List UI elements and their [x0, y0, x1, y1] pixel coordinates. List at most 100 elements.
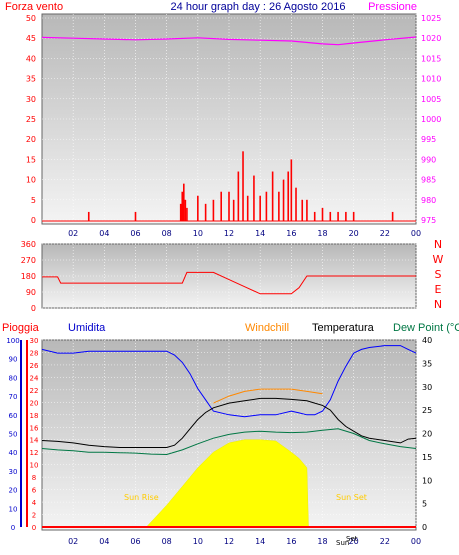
legend-temperature: Temperatura	[312, 322, 375, 334]
rain-tick-8: 8	[32, 474, 36, 482]
wind-tick-30: 30	[26, 95, 36, 104]
compass-N-4: N	[434, 298, 442, 311]
wind-tick-50: 50	[26, 14, 36, 23]
wind-tick-20: 20	[26, 135, 36, 144]
temp-tick-10: 10	[422, 476, 432, 485]
legend-rain: Pioggia	[2, 322, 40, 334]
pressure-tick-990: 990	[421, 155, 436, 164]
pressure-axis-title: Pressione	[368, 1, 417, 13]
wind-x-tick-00: 00	[411, 229, 421, 238]
rain-tick-28: 28	[30, 349, 39, 357]
pressure-tick-1000: 1000	[421, 115, 441, 124]
solar-series-area	[145, 439, 416, 528]
temperature-series-line	[41, 397, 417, 448]
dewpoint-series-line	[41, 428, 417, 456]
rain-tick-18: 18	[30, 412, 39, 420]
legend-humidity: Umidita	[68, 322, 106, 334]
wind-x-tick-20: 20	[349, 229, 359, 238]
rain-tick-26: 26	[30, 362, 39, 370]
bottom-x-tick-20: 20	[349, 537, 359, 546]
wind-tick-35: 35	[26, 75, 36, 84]
humidity-tick-90: 90	[9, 356, 18, 364]
wind-x-tick-labels: 02 04 06 08 10 12 14 16 18 20 22 00	[68, 229, 421, 238]
wind-tick-40: 40	[26, 54, 36, 63]
wind-tick-45: 45	[26, 34, 36, 43]
direction-series-line	[42, 271, 416, 295]
compass-S-2: S	[435, 268, 442, 281]
wind-tick-5: 5	[31, 196, 36, 205]
rain-tick-24: 24	[30, 374, 39, 382]
humidity-tick-20: 20	[9, 487, 18, 495]
direction-tick-180: 180	[21, 272, 36, 281]
wind-x-tick-08: 08	[162, 229, 172, 238]
pressure-tick-975: 975	[421, 216, 436, 225]
wind-x-tick-22: 22	[380, 229, 390, 238]
bottom-x-tick-00: 00	[411, 537, 421, 546]
chart-title: 24 hour graph day : 26 Agosto 2016	[171, 1, 346, 13]
temp-tick-0: 0	[422, 523, 427, 532]
humidity-tick-60: 60	[9, 412, 18, 420]
humidity-tick-80: 80	[9, 374, 18, 382]
rain-tick-0: 0	[32, 524, 36, 532]
wind-axis-title: Forza vento	[5, 1, 63, 13]
compass-W-1: W	[433, 253, 444, 266]
pressure-tick-1005: 1005	[421, 95, 441, 104]
bottom-x-tick-labels: 02 04 06 08 10 12 14 16 18 20 22 00	[68, 537, 421, 546]
rain-tick-12: 12	[30, 449, 39, 457]
temp-tick-40: 40	[422, 336, 432, 345]
rain-tick-30: 30	[30, 337, 39, 345]
bottom-sun-label: Sun	[336, 539, 349, 547]
legend-dewpoint: Dew Point (°C	[393, 322, 459, 334]
bottom-x-tick-14: 14	[255, 537, 265, 546]
pressure-tick-1010: 1010	[421, 75, 441, 84]
bottom-x-tick-18: 18	[317, 537, 327, 546]
pressure-tick-980: 980	[421, 196, 436, 205]
humidity-tick-70: 70	[9, 393, 18, 401]
wind-tick-0: 0	[31, 216, 36, 225]
rain-tick-6: 6	[32, 487, 37, 495]
temp-tick-25: 25	[422, 406, 432, 415]
wind-x-tick-12: 12	[224, 229, 234, 238]
pressure-series-line	[41, 36, 417, 46]
rain-tick-2: 2	[32, 512, 36, 520]
wind-x-tick-18: 18	[317, 229, 327, 238]
wind-x-tick-10: 10	[193, 229, 203, 238]
humidity-series-line	[41, 345, 417, 418]
bottom-x-tick-16: 16	[286, 537, 296, 546]
direction-tick-360: 360	[21, 240, 36, 249]
bottom-x-tick-12: 12	[224, 537, 234, 546]
temp-tick-15: 15	[422, 453, 432, 462]
rain-tick-20: 20	[30, 399, 39, 407]
humidity-tick-100: 100	[6, 337, 19, 345]
wind-x-tick-16: 16	[286, 229, 296, 238]
wind-x-tick-06: 06	[130, 229, 140, 238]
temp-tick-5: 5	[422, 500, 427, 509]
wind-tick-15: 15	[26, 155, 36, 164]
rain-tick-22: 22	[30, 387, 39, 395]
pressure-tick-1015: 1015	[421, 54, 441, 63]
sunrise-label: Sun Rise	[124, 493, 159, 502]
compass-E-3: E	[435, 283, 442, 296]
bottom-x-tick-08: 08	[162, 537, 172, 546]
temperature-right-ticks: 40 35 30 25 20 15 10 5 0	[422, 336, 432, 532]
wind-x-tick-02: 02	[68, 229, 78, 238]
bottom-x-tick-02: 02	[68, 537, 78, 546]
bottom-x-tick-10: 10	[193, 537, 203, 546]
pressure-tick-1025: 1025	[421, 14, 441, 23]
rain-tick-14: 14	[30, 437, 39, 445]
bottom-x-tick-06: 06	[130, 537, 140, 546]
direction-tick-0: 0	[31, 304, 36, 313]
wind-tick-25: 25	[26, 115, 36, 124]
pressure-tick-1020: 1020	[421, 34, 441, 43]
direction-tick-270: 270	[21, 256, 36, 265]
compass-N-0: N	[434, 238, 442, 251]
bottom-set-label: Set	[346, 535, 358, 543]
pressure-tick-985: 985	[421, 176, 436, 185]
humidity-tick-50: 50	[9, 431, 18, 439]
humidity-tick-40: 40	[9, 449, 18, 457]
rain-tick-4: 4	[32, 499, 37, 507]
legend-windchill: Windchill	[245, 322, 289, 334]
direction-tick-90: 90	[26, 288, 36, 297]
